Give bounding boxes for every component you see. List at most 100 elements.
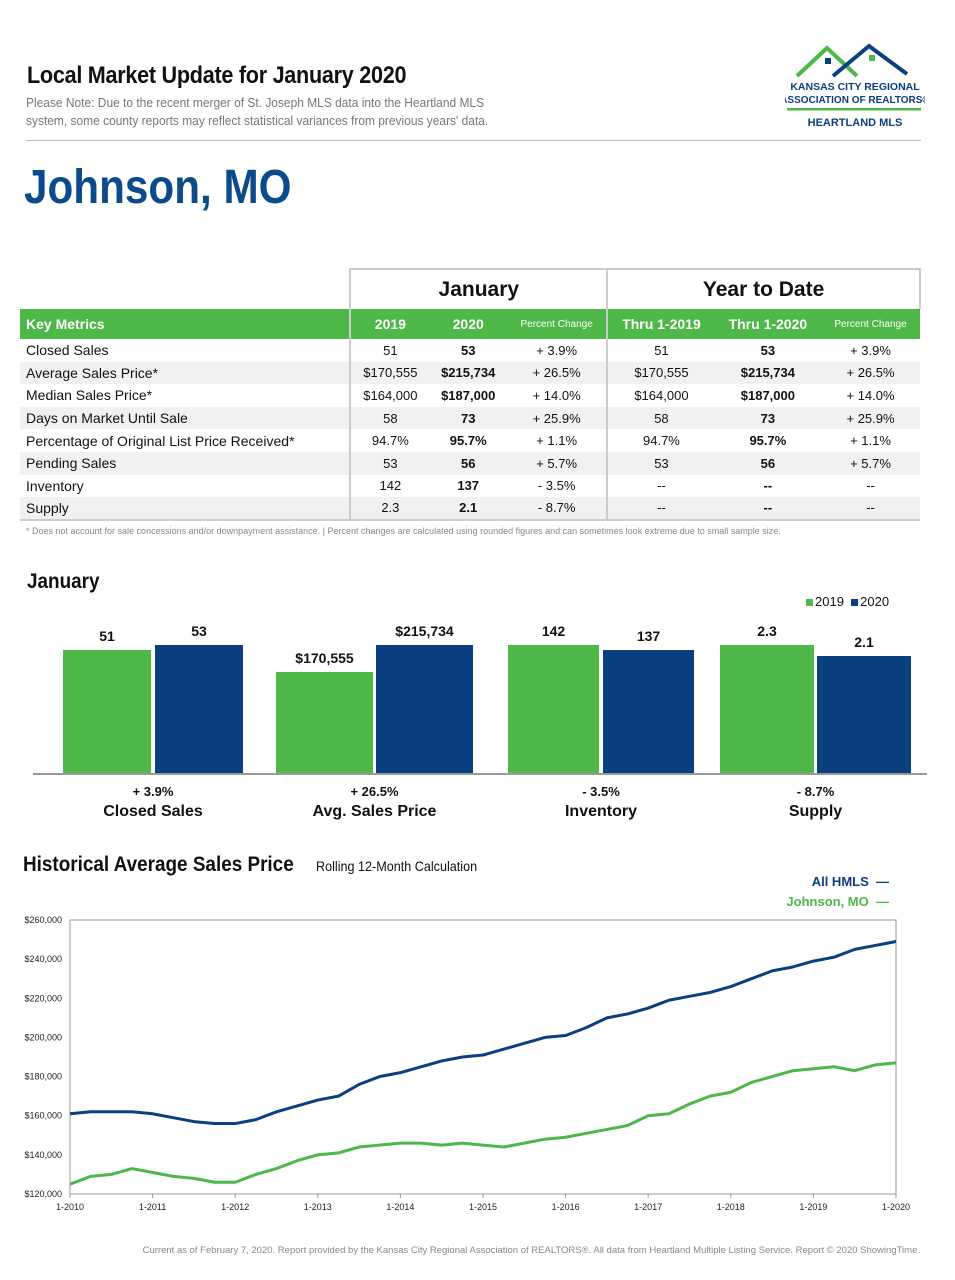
table-cell: 73 bbox=[760, 410, 776, 426]
line-chart-title: Historical Average Sales Price bbox=[23, 853, 294, 876]
col-pct: Percent Change bbox=[507, 309, 608, 339]
x-tick-label: 1-2018 bbox=[717, 1202, 745, 1212]
line-legend: All HMLS — Johnson, MO — bbox=[786, 872, 889, 912]
legend-2020: 2020 bbox=[860, 594, 890, 609]
bar-value-label: 51 bbox=[99, 627, 115, 644]
bar-value-label: 137 bbox=[636, 627, 661, 644]
svg-text:ASSOCIATION OF REALTORS®: ASSOCIATION OF REALTORS® bbox=[785, 95, 925, 106]
table-cell: Inventory bbox=[26, 477, 84, 494]
table-cell: - 3.5% bbox=[537, 478, 576, 494]
table-cell: 94.7% bbox=[606, 429, 715, 452]
place-title: Johnson, MO bbox=[24, 161, 292, 214]
table-row: Percentage of Original List Price Receiv… bbox=[20, 429, 920, 452]
bar-value-label: 53 bbox=[191, 623, 207, 639]
series-line-all-hmls bbox=[69, 940, 897, 1126]
table-row: Average Sales Price* $170,555 $215,734 + 26… bbox=[20, 361, 920, 385]
x-tick-label: 1-2019 bbox=[799, 1202, 827, 1212]
legend-swatch-2019 bbox=[806, 599, 813, 606]
col-key-metrics: Key Metrics bbox=[20, 309, 351, 339]
bar-value-label: 2.1 bbox=[854, 634, 874, 651]
table-cell: 142 bbox=[349, 474, 430, 498]
bar-2020 bbox=[603, 649, 694, 773]
table-cell: + 26.5% bbox=[846, 365, 895, 381]
bar-group-change: + 26.5% bbox=[350, 784, 399, 799]
table-cell: 51 bbox=[606, 339, 715, 362]
x-tick-label: 1-2016 bbox=[552, 1202, 580, 1212]
table-cell: + 25.9% bbox=[532, 410, 581, 426]
bar-2020 bbox=[817, 656, 911, 773]
svg-text:HEARTLAND MLS: HEARTLAND MLS bbox=[808, 117, 903, 129]
table-cell: Percentage of Original List Price Receiv… bbox=[26, 432, 295, 449]
table-cell: + 1.1% bbox=[850, 433, 891, 449]
table-row: Median Sales Price* $164,000 $187,000 + 14.… bbox=[20, 384, 920, 407]
bar-group-change: - 3.5% bbox=[582, 784, 620, 799]
table-cell: Average Sales Price* bbox=[26, 364, 159, 381]
table-cell: 94.7% bbox=[349, 429, 430, 452]
bar-2020 bbox=[155, 645, 243, 773]
bar-section-title: January bbox=[27, 570, 100, 593]
table-cell: $164,000 bbox=[606, 384, 715, 407]
table-cell: -- bbox=[821, 497, 920, 521]
table-cell: $170,555 bbox=[606, 361, 715, 385]
bar-group-change: - 8.7% bbox=[796, 784, 835, 799]
table-cell: 53 bbox=[760, 342, 776, 358]
table-cell: 2.1 bbox=[429, 497, 508, 521]
table-cell: + 26.5% bbox=[532, 365, 581, 381]
x-tick-label: 1-2010 bbox=[56, 1202, 84, 1212]
bar-group-change: + 3.9% bbox=[132, 784, 174, 799]
x-tick-label: 1-2020 bbox=[882, 1202, 910, 1212]
kcrar-logo: KANSAS CITY REGIONAL ASSOCIATION OF REAL… bbox=[780, 42, 930, 132]
table-cell: $215,734 bbox=[441, 365, 496, 381]
table-cell: + 5.7% bbox=[536, 455, 578, 471]
bar-value-label: $170,555 bbox=[295, 649, 354, 666]
table-cell: -- bbox=[606, 474, 715, 498]
col-thru-2019: Thru 1-2019 bbox=[606, 309, 715, 339]
table-cell: Pending Sales bbox=[26, 455, 117, 472]
x-tick-label: 1-2011 bbox=[139, 1202, 166, 1212]
table-cell: 58 bbox=[606, 406, 715, 430]
bar-2019 bbox=[63, 649, 151, 773]
bar-2020 bbox=[376, 645, 473, 773]
line-chart-subtitle: Rolling 12-Month Calculation bbox=[315, 858, 477, 874]
table-cell: 95.7% bbox=[749, 433, 787, 449]
bar-legend: 2019 2020 bbox=[806, 594, 889, 609]
table-cell: 53 bbox=[606, 451, 715, 475]
bar-group-label: Supply bbox=[788, 803, 843, 820]
table-cell: Median Sales Price* bbox=[26, 387, 153, 404]
col-thru-2020: Thru 1-2020 bbox=[714, 309, 822, 339]
merger-note: Please Note: Due to the recent merger of… bbox=[26, 95, 489, 128]
table-footnote: * Does not account for sale concessions … bbox=[26, 526, 781, 536]
legend-swatch-2020 bbox=[851, 599, 859, 606]
bar-2019 bbox=[276, 671, 373, 773]
bar-group-label: Inventory bbox=[564, 803, 637, 820]
y-tick-label: $260,000 bbox=[24, 915, 62, 925]
table-cell: + 1.1% bbox=[536, 433, 578, 449]
line-chart-heading: Historical Average Sales Price Rolling 1… bbox=[23, 853, 495, 877]
table-cell: $215,734 bbox=[740, 365, 795, 381]
legend-2019: 2019 bbox=[815, 594, 844, 609]
plot-frame bbox=[69, 919, 897, 1195]
bar-baseline bbox=[33, 773, 927, 775]
table-cell: -- bbox=[763, 478, 773, 494]
divider bbox=[26, 140, 921, 141]
bar-2019 bbox=[508, 645, 599, 773]
table-cell: 56 bbox=[460, 455, 476, 471]
table-cell: 73 bbox=[460, 410, 476, 426]
table-cell: 137 bbox=[457, 478, 480, 494]
bar-2019 bbox=[720, 645, 814, 773]
table-cell: Supply bbox=[20, 497, 351, 521]
x-tick-label: 1-2015 bbox=[469, 1202, 497, 1212]
bar-value-label: 142 bbox=[541, 623, 566, 639]
table-cell: $170,555 bbox=[349, 361, 430, 385]
x-tick-label: 1-2017 bbox=[634, 1202, 662, 1212]
table-cell: 58 bbox=[349, 406, 430, 430]
table-cell: + 25.9% bbox=[846, 410, 895, 426]
col-pct-ytd: Percent Change bbox=[821, 309, 920, 339]
x-tick-label: 1-2012 bbox=[221, 1202, 249, 1212]
series-line-johnson bbox=[69, 1061, 897, 1186]
y-tick-label: $200,000 bbox=[24, 1032, 62, 1042]
y-tick-label: $140,000 bbox=[24, 1150, 62, 1160]
bar-value-label: $215,734 bbox=[395, 623, 454, 639]
y-tick-label: $160,000 bbox=[24, 1111, 62, 1121]
table-cell: $187,000 bbox=[740, 387, 795, 403]
